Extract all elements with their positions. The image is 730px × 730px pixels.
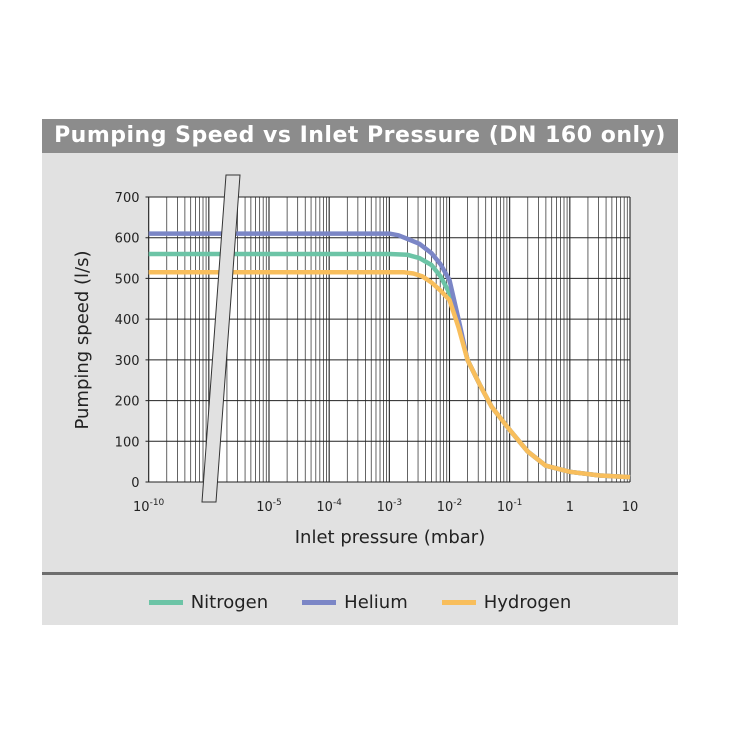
legend-swatch [148,599,183,605]
series-line-hydrogen [148,270,631,480]
x-tick-label: 10-2 [437,498,463,515]
legend-label: Helium [344,591,408,613]
y-tick-label: 300 [115,354,140,369]
x-tick-label: 1 [566,500,574,515]
legend-item-hydrogen: Hydrogen [441,588,572,616]
x-tick-label: 10 [622,500,639,515]
y-tick-label: 400 [115,313,140,328]
legend-swatch [302,599,337,605]
axis-break [201,174,241,503]
x-tick-label: 10-4 [316,498,342,515]
chart-title: Pumping Speed vs Inlet Pressure (DN 160 … [42,119,678,153]
x-tick-label: 10-1 [497,498,523,515]
y-tick-label: 500 [115,272,140,287]
y-tick-label: 0 [131,476,139,491]
x-tick-label: 10-10 [133,498,165,515]
y-axis-label: Pumping speed (l/s) [72,250,93,429]
x-tick-label: 10-3 [377,498,403,515]
y-tick-label: 100 [115,435,140,450]
legend-swatch [441,599,476,605]
x-tick-label: 10-5 [256,498,282,515]
y-tick-label: 700 [115,191,140,206]
y-tick-label: 600 [115,232,140,247]
legend-label: Nitrogen [190,591,269,613]
legend-item-helium: Helium [302,588,408,616]
legend: Nitrogen Helium Hydrogen [42,588,678,616]
legend-item-nitrogen: Nitrogen [148,588,269,616]
legend-divider [42,572,678,575]
y-tick-label: 200 [115,395,140,410]
x-axis-label: Inlet pressure (mbar) [295,527,485,548]
legend-label: Hydrogen [483,591,572,613]
